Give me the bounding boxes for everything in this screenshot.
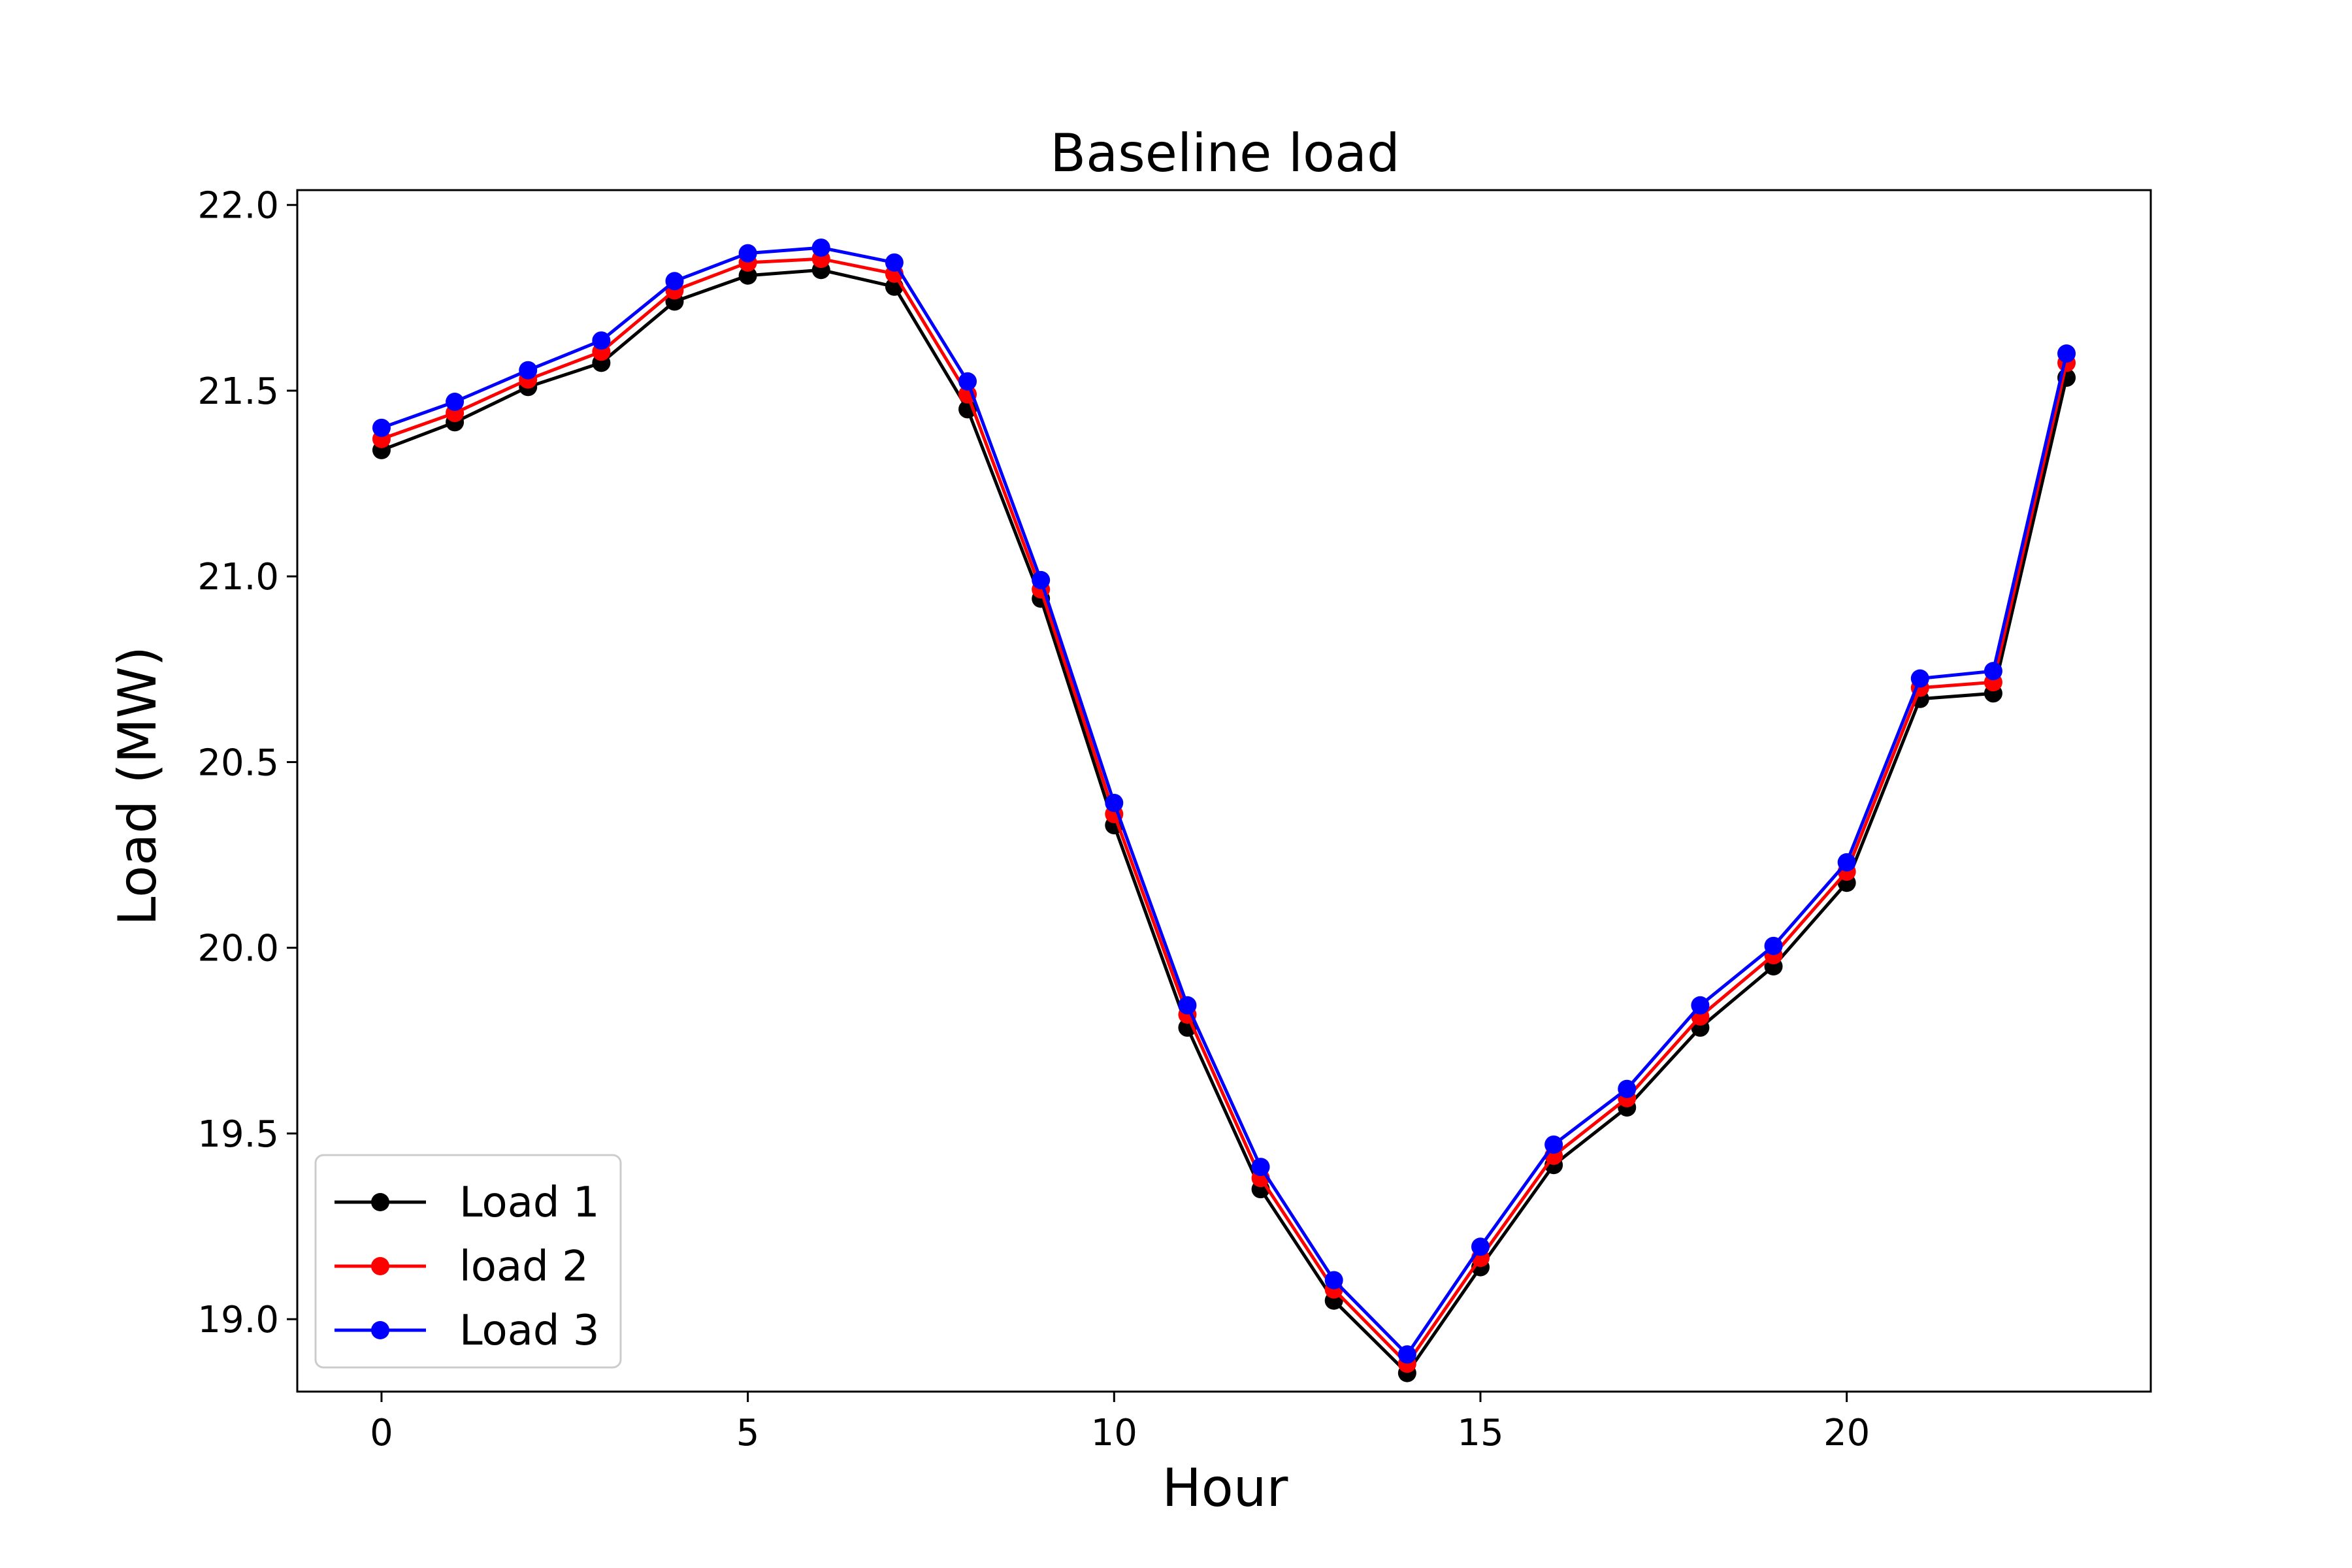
data-point (1105, 793, 1124, 812)
data-point (665, 272, 684, 291)
y-tick-label: 19.0 (197, 1299, 279, 1341)
data-point (885, 253, 904, 272)
data-point (372, 418, 391, 437)
axes-frame (296, 189, 2152, 1393)
x-tick-label: 0 (370, 1412, 393, 1454)
series-line (381, 268, 2068, 1375)
data-point (1984, 662, 2002, 681)
series-3 (372, 238, 2076, 1364)
legend-marker (371, 1193, 389, 1211)
y-tick-label: 19.5 (197, 1113, 279, 1156)
data-point (1764, 936, 1783, 955)
data-point (1251, 1158, 1270, 1177)
data-point (446, 393, 465, 412)
data-point (738, 266, 757, 285)
y-axis-title: Load (MW) (107, 646, 168, 926)
legend-box (314, 1154, 622, 1369)
data-point (519, 361, 538, 380)
data-point (1837, 853, 1856, 872)
y-tick-label: 21.0 (197, 556, 279, 598)
series-1 (372, 261, 2076, 1382)
data-point (1178, 996, 1197, 1015)
legend-marker (371, 1321, 389, 1339)
x-tick-label: 5 (736, 1412, 760, 1454)
data-point (958, 372, 977, 391)
legend-label: Load 1 (459, 1179, 600, 1227)
series-line (381, 257, 2068, 1365)
data-point (1471, 1237, 1490, 1256)
legend-entry: Load 3 (335, 1307, 600, 1355)
x-tick-label: 20 (1823, 1412, 1870, 1454)
y-tick-label: 20.5 (197, 742, 279, 784)
chart-title: Baseline load (1050, 123, 1400, 184)
y-tick-label: 20.0 (197, 928, 279, 970)
series-2 (372, 250, 2076, 1373)
y-tick-label: 22.0 (197, 185, 279, 227)
legend-label: load 2 (459, 1243, 589, 1291)
data-point (1910, 669, 1929, 688)
data-point (1544, 1135, 1563, 1154)
legend-label: Load 3 (459, 1307, 600, 1355)
plot-area: 0 5 10 15 20 19.0 19.5 20.0 20.5 21.0 21.5 22.0 (197, 185, 2152, 1454)
data-point (1618, 1079, 1637, 1098)
data-point (738, 244, 757, 263)
data-point (592, 331, 611, 350)
legend-entry: load 2 (335, 1243, 589, 1291)
legend-marker (371, 1257, 389, 1275)
series-line (381, 246, 2068, 1356)
data-point (1397, 1345, 1416, 1364)
data-point (1032, 570, 1051, 589)
data-point (1324, 1271, 1343, 1290)
legend-entry: Load 1 (335, 1179, 600, 1227)
x-tick-label: 10 (1091, 1412, 1137, 1454)
x-tick-label: 15 (1457, 1412, 1503, 1454)
data-point (1691, 996, 1710, 1015)
data-point (2057, 344, 2076, 363)
legend: Load 1 load 2 Load 3 (314, 1154, 622, 1369)
y-tick-label: 21.5 (197, 370, 279, 413)
data-point (811, 238, 830, 257)
x-axis-title: Hour (1162, 1458, 1288, 1518)
